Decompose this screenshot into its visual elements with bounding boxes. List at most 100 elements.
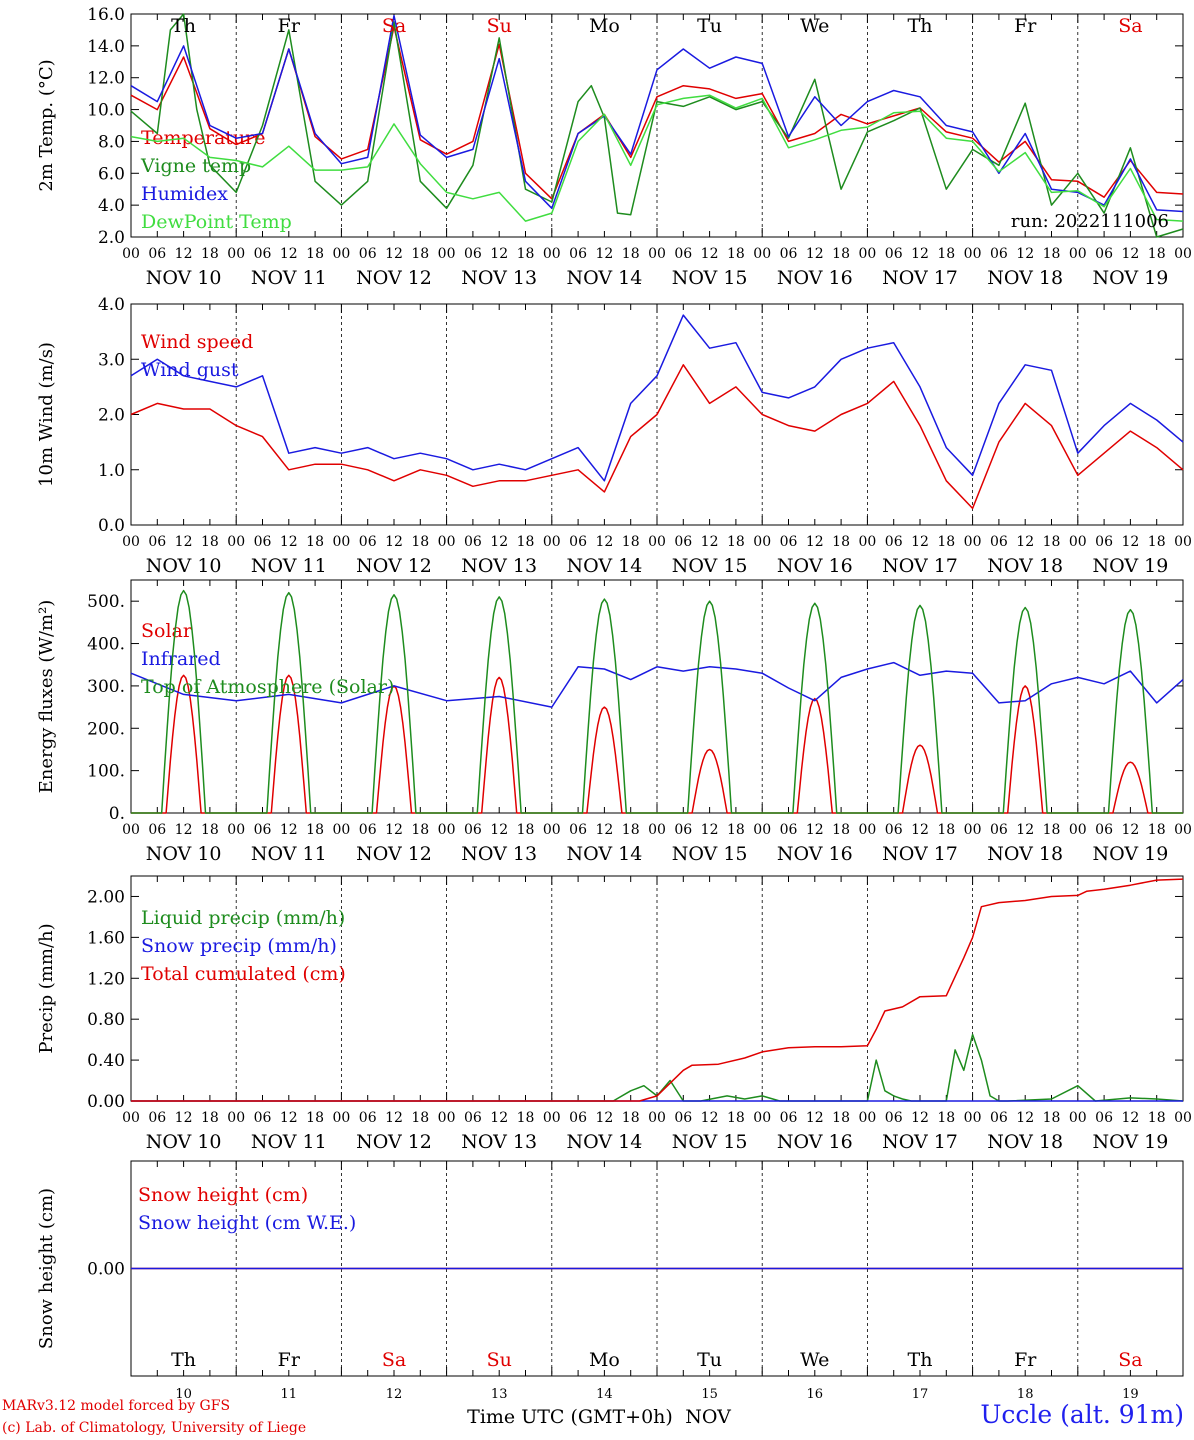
- model-credit: MARv3.12 model forced by GFS: [2, 1398, 231, 1414]
- date-label: NOV 18: [987, 843, 1063, 865]
- date-label: NOV 13: [461, 267, 537, 289]
- legend-entry: Snow height (cm W.E.): [138, 1212, 356, 1234]
- hour-tick-label: 12: [490, 534, 508, 550]
- hour-tick-label: 00: [1069, 246, 1087, 262]
- hour-tick-label: 18: [517, 1110, 535, 1126]
- day-name-label: We: [800, 1349, 829, 1371]
- hour-tick-label: 18: [727, 246, 745, 262]
- hour-tick-label: 18: [1148, 534, 1166, 550]
- hour-tick-label: 06: [885, 246, 903, 262]
- hour-tick-label: 18: [201, 534, 219, 550]
- date-label: NOV 10: [146, 843, 222, 865]
- y-tick-label: 300.: [87, 677, 125, 697]
- date-label: NOV 18: [987, 267, 1063, 289]
- hour-tick-label: 12: [175, 1110, 193, 1126]
- hour-tick-label: 12: [385, 822, 403, 838]
- hour-tick-label: 00: [648, 246, 666, 262]
- hour-tick-label: 18: [727, 822, 745, 838]
- hour-tick-label: 18: [832, 246, 850, 262]
- hour-tick-label: 00: [543, 1110, 561, 1126]
- hour-tick-label: 18: [937, 1110, 955, 1126]
- hour-tick-label: 12: [806, 1110, 824, 1126]
- hour-tick-label: 00: [122, 1110, 140, 1126]
- hour-tick-label: 00: [858, 246, 876, 262]
- hour-tick-label: 12: [385, 534, 403, 550]
- day-name-label: Fr: [278, 15, 301, 37]
- lab-credit: (c) Lab. of Climatology, University of L…: [2, 1420, 307, 1436]
- hour-tick-label: 06: [1095, 1110, 1113, 1126]
- date-label: NOV 12: [356, 1131, 432, 1153]
- series-line: [130, 13, 1184, 238]
- hour-tick-label: 00: [648, 822, 666, 838]
- hour-tick-label: 12: [280, 534, 298, 550]
- day-name-label: Th: [908, 15, 933, 37]
- day-number-label: 10: [175, 1387, 192, 1402]
- hour-tick-label: 12: [1121, 822, 1139, 838]
- series-line: [130, 314, 1184, 482]
- date-label: NOV 10: [146, 267, 222, 289]
- hour-tick-label: 00: [122, 822, 140, 838]
- hour-tick-label: 12: [385, 246, 403, 262]
- y-tick-label: 3.0: [98, 350, 125, 370]
- hour-tick-label: 00: [332, 246, 350, 262]
- hour-tick-label: 12: [1121, 1110, 1139, 1126]
- hour-tick-label: 00: [753, 534, 771, 550]
- hour-tick-label: 06: [780, 246, 798, 262]
- hour-tick-label: 18: [517, 246, 535, 262]
- date-label: NOV 19: [1092, 843, 1168, 865]
- day-name-label: Th: [908, 1349, 933, 1371]
- hour-tick-label: 18: [411, 534, 429, 550]
- hour-tick-label: 00: [648, 1110, 666, 1126]
- hour-tick-label: 00: [964, 246, 982, 262]
- hour-tick-label: 00: [122, 246, 140, 262]
- day-name-label: Th: [171, 15, 196, 37]
- hour-tick-label: 12: [701, 1110, 719, 1126]
- hour-tick-label: 06: [990, 246, 1008, 262]
- day-number-label: 15: [701, 1387, 718, 1402]
- hour-tick-label: 12: [490, 822, 508, 838]
- y-tick-label: 4.0: [98, 196, 125, 216]
- hour-tick-label: 12: [175, 246, 193, 262]
- legend-entry: DewPoint Temp: [141, 211, 292, 233]
- hour-tick-label: 06: [359, 534, 377, 550]
- date-label: NOV 10: [146, 1131, 222, 1153]
- y-tick-label: 1.0: [98, 461, 125, 481]
- hour-tick-label: 18: [937, 822, 955, 838]
- legend-entry: Top of Atmosphere (Solar): [141, 676, 394, 698]
- hour-tick-label: 06: [569, 822, 587, 838]
- hour-tick-label: 00: [122, 534, 140, 550]
- series-line: [130, 364, 1184, 510]
- day-name-label: Fr: [278, 1349, 301, 1371]
- legend-entry: Vigne temp: [140, 155, 251, 177]
- hour-tick-label: 00: [227, 822, 245, 838]
- hour-tick-label: 18: [832, 1110, 850, 1126]
- hour-tick-label: 18: [411, 822, 429, 838]
- hour-tick-label: 06: [569, 534, 587, 550]
- hour-tick-label: 06: [464, 534, 482, 550]
- hour-tick-label: 12: [385, 1110, 403, 1126]
- hour-tick-label: 18: [727, 1110, 745, 1126]
- hour-tick-label: 18: [1043, 246, 1061, 262]
- hour-tick-label: 00: [227, 534, 245, 550]
- hour-tick-label: 18: [306, 1110, 324, 1126]
- hour-tick-label: 00: [753, 246, 771, 262]
- date-label: NOV 13: [461, 555, 537, 577]
- hour-tick-label: 18: [1043, 822, 1061, 838]
- day-name-label: Fr: [1014, 15, 1037, 37]
- station-label: Uccle (alt. 91m): [980, 1400, 1184, 1429]
- hour-tick-label: 18: [517, 534, 535, 550]
- date-label: NOV 17: [882, 555, 958, 577]
- hour-tick-label: 06: [464, 246, 482, 262]
- hour-tick-label: 00: [543, 822, 561, 838]
- hour-tick-label: 18: [201, 1110, 219, 1126]
- hour-tick-label: 06: [254, 534, 272, 550]
- hour-tick-label: 12: [1016, 246, 1034, 262]
- day-number-label: 16: [807, 1387, 824, 1402]
- hour-tick-label: 06: [359, 822, 377, 838]
- hour-tick-label: 06: [674, 534, 692, 550]
- hour-tick-label: 18: [937, 246, 955, 262]
- hour-tick-label: 06: [148, 1110, 166, 1126]
- hour-tick-label: 18: [201, 246, 219, 262]
- hour-tick-label: 12: [1016, 1110, 1034, 1126]
- hour-tick-label: 12: [701, 822, 719, 838]
